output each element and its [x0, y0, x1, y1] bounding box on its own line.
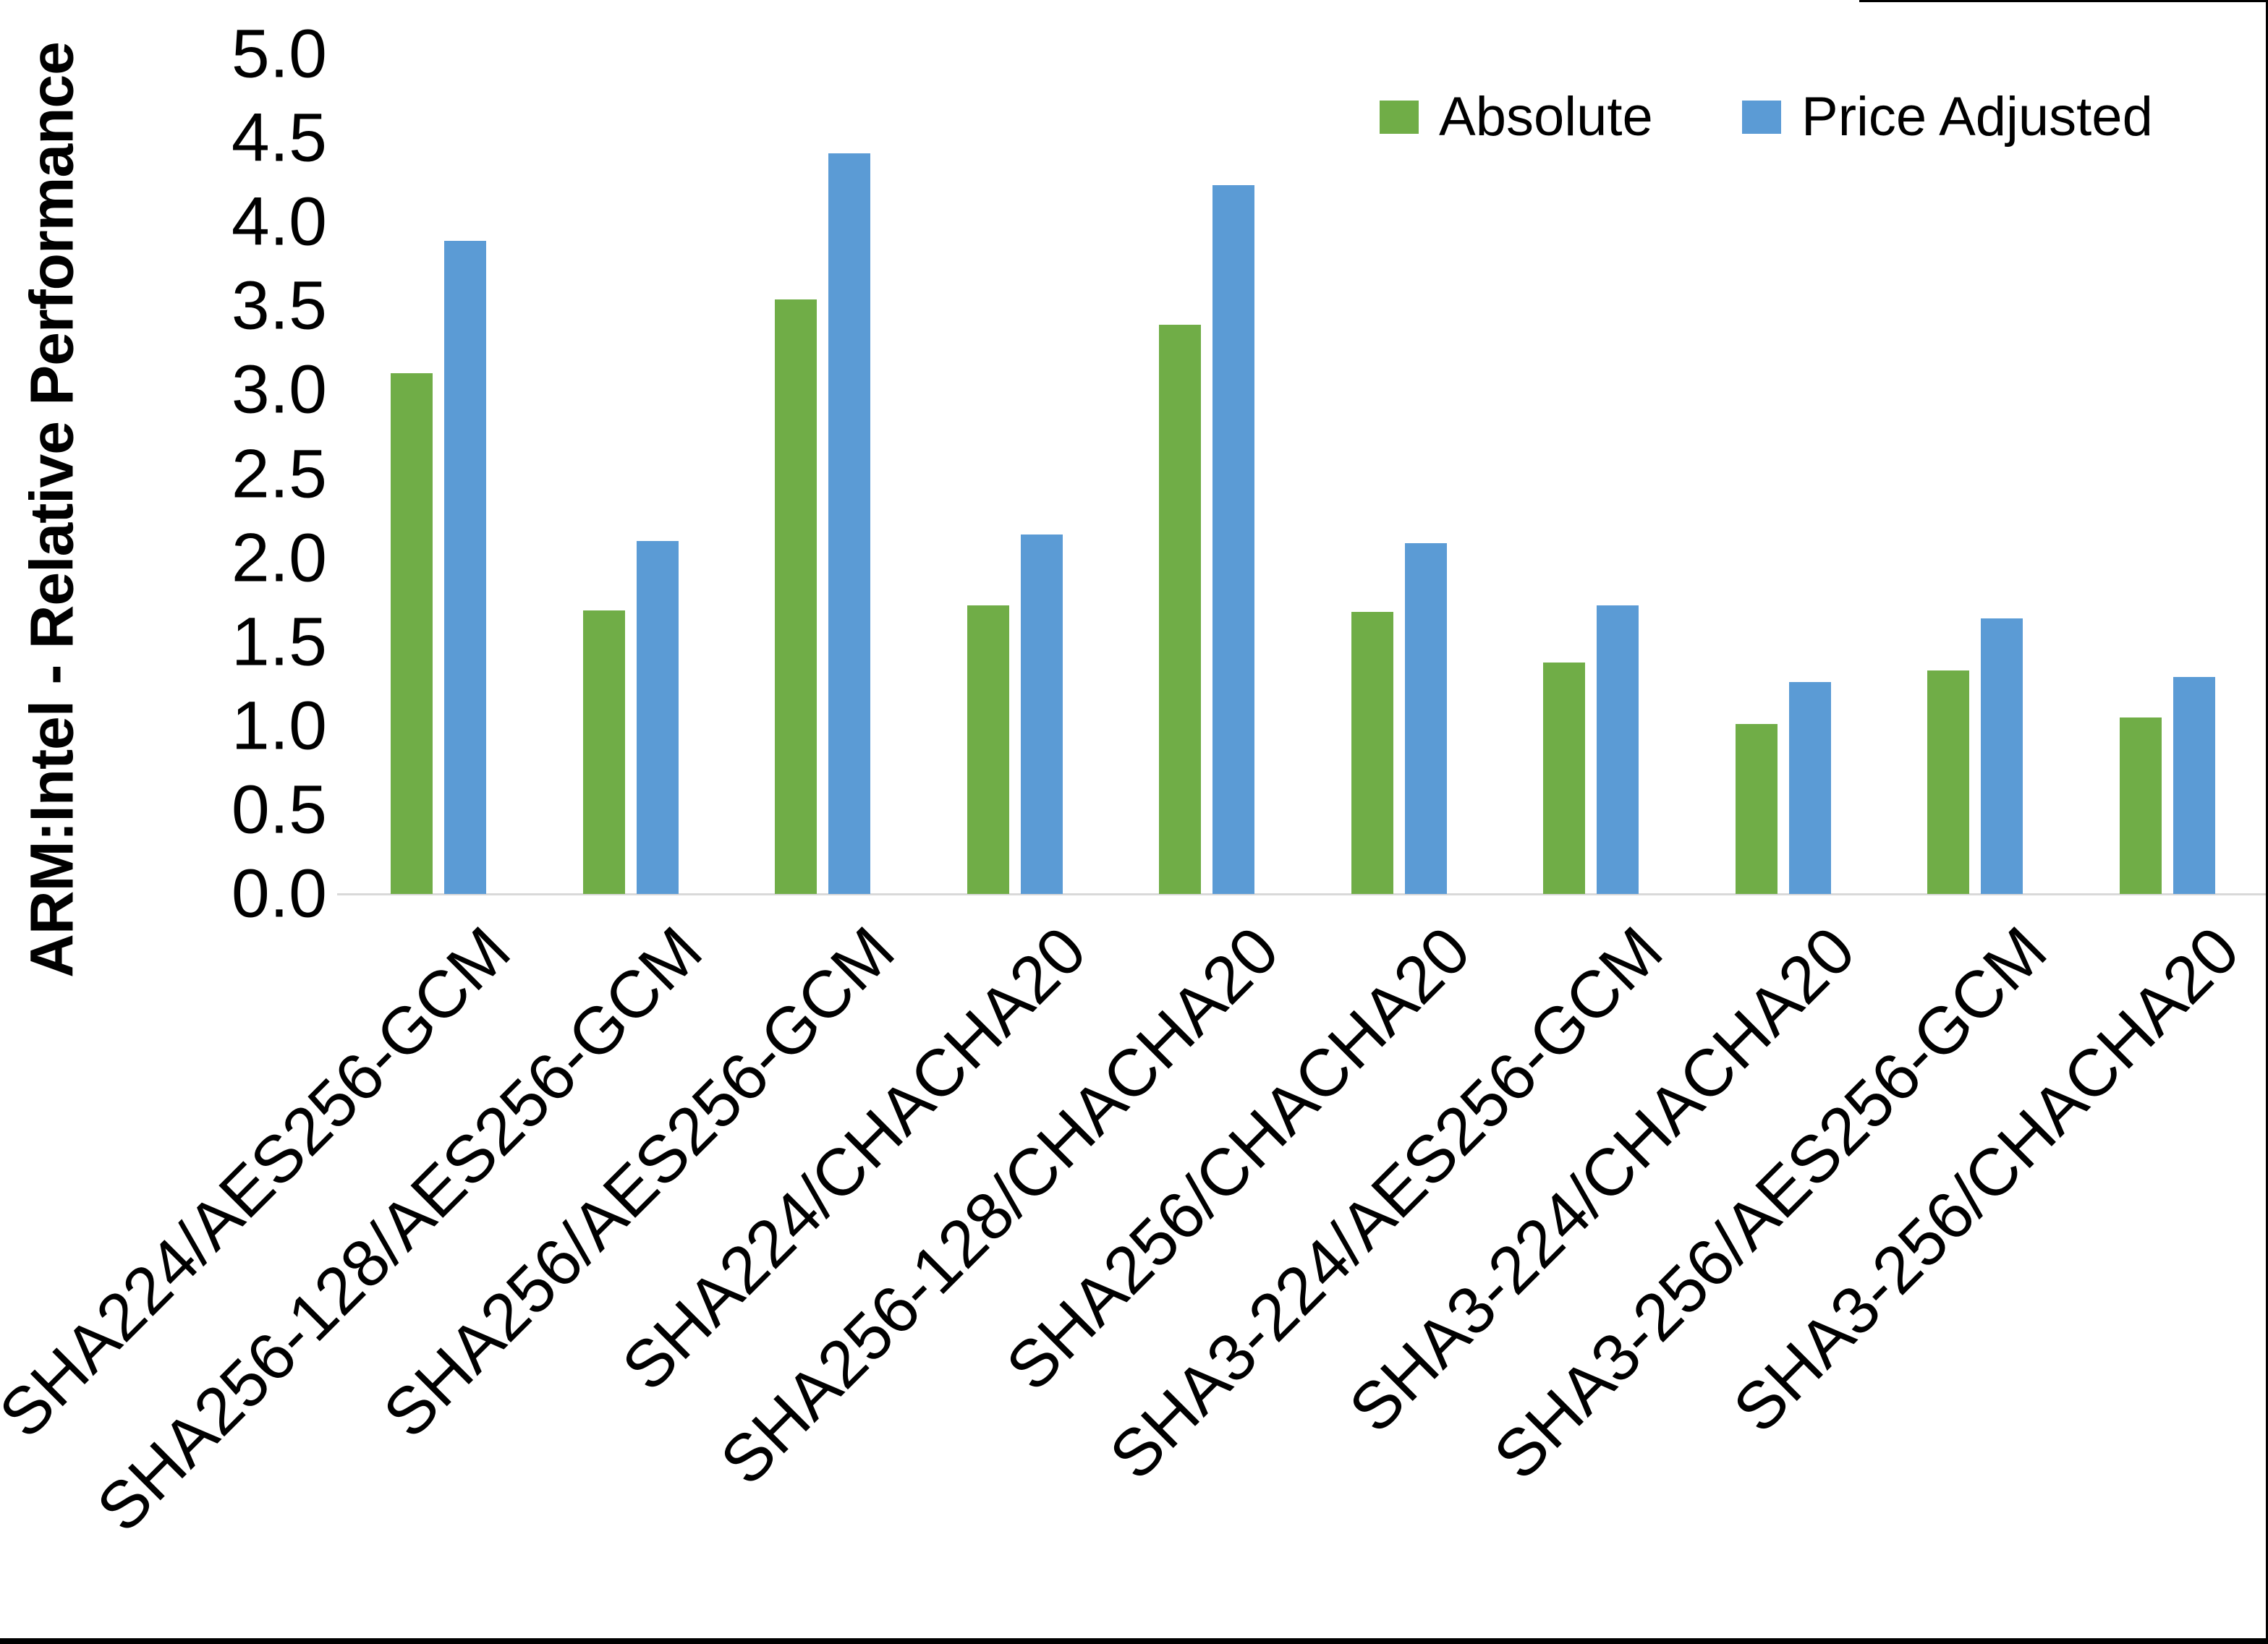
y-tick-3.0: 3.0: [231, 351, 327, 428]
y-tick-2.5: 2.5: [231, 435, 327, 512]
bar-price-adjusted-sha256-aes256-gcm: [828, 153, 870, 894]
legend-swatch-price-adjusted-icon: [1742, 101, 1781, 134]
screenshot-top-border: [1859, 0, 2268, 2]
y-tick-1.5: 1.5: [231, 603, 327, 681]
bar-absolute-sha3-224-aes256-gcm: [1543, 663, 1585, 894]
legend-item-price-adjusted: Price Adjusted: [1742, 90, 2153, 145]
y-tick-0.0: 0.0: [231, 855, 327, 932]
bar-price-adjusted-sha3-256-aes256-gcm: [1981, 618, 2023, 894]
bar-price-adjusted-sha256-128-aes256-gcm: [636, 541, 679, 894]
y-tick-5.0: 5.0: [231, 15, 327, 93]
bar-price-adjusted-sha224-aes256-gcm: [444, 241, 486, 894]
bar-price-adjusted-sha256-128-chacha20: [1212, 185, 1254, 894]
y-tick-1.0: 1.0: [231, 687, 327, 764]
bar-absolute-sha256-aes256-gcm: [775, 299, 817, 894]
bar-price-adjusted-sha3-256-chacha20: [2173, 677, 2215, 894]
bar-absolute-sha256-128-aes256-gcm: [582, 610, 625, 894]
y-tick-2.0: 2.0: [231, 519, 327, 597]
screenshot-right-border: [2266, 0, 2268, 1644]
bar-absolute-sha224-chacha20: [967, 605, 1009, 894]
bar-price-adjusted-sha256-chacha20: [1404, 543, 1447, 894]
legend-label-price-adjusted: Price Adjusted: [1801, 86, 2153, 148]
y-tick-4.0: 4.0: [231, 183, 327, 260]
bar-absolute-sha3-224-chacha20: [1735, 724, 1778, 894]
bar-absolute-sha3-256-aes256-gcm: [1927, 670, 1969, 894]
bar-absolute-sha256-128-chacha20: [1159, 325, 1201, 894]
x-axis-line: [337, 893, 2266, 895]
bar-absolute-sha256-chacha20: [1351, 612, 1393, 894]
bar-price-adjusted-sha3-224-chacha20: [1788, 682, 1831, 894]
legend-label-absolute: Absolute: [1439, 86, 1653, 148]
y-tick-0.5: 0.5: [231, 771, 327, 848]
screenshot-bottom-border: [0, 1638, 2268, 1644]
bar-price-adjusted-sha3-224-aes256-gcm: [1597, 605, 1639, 894]
bar-price-adjusted-sha224-chacha20: [1020, 534, 1063, 894]
y-tick-4.5: 4.5: [231, 99, 327, 176]
y-axis-title: ARM:Intel - Relative Performance: [17, 42, 86, 978]
y-tick-3.5: 3.5: [231, 267, 327, 344]
legend-item-absolute: Absolute: [1380, 90, 1653, 145]
legend-swatch-absolute-icon: [1380, 101, 1419, 134]
bar-absolute-sha3-256-chacha20: [2119, 717, 2162, 894]
bar-absolute-sha224-aes256-gcm: [391, 373, 433, 894]
